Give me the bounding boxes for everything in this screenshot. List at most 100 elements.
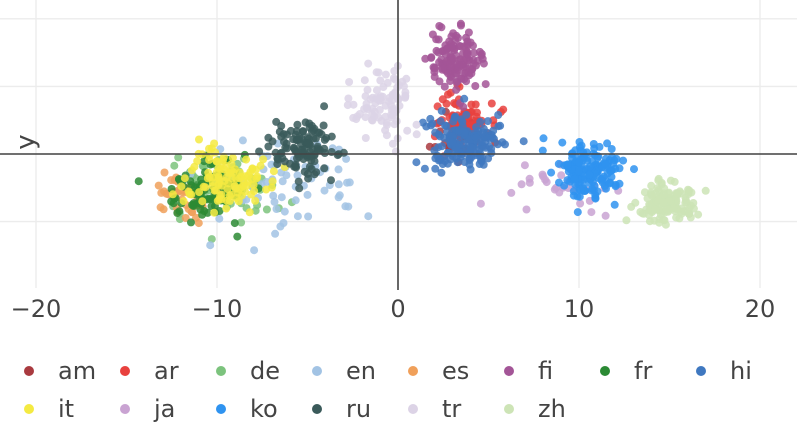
point-en [280, 207, 289, 216]
legend-item-en[interactable]: en [306, 357, 402, 385]
x-tick-label: 20 [745, 295, 776, 323]
point-hi [440, 157, 449, 166]
point-fi [421, 54, 430, 63]
point-ar [499, 105, 508, 114]
point-en [344, 202, 353, 211]
point-en [271, 229, 280, 238]
point-ko [570, 174, 579, 183]
legend-label: ru [346, 395, 372, 423]
legend-marker [216, 366, 226, 376]
point-tr [372, 68, 381, 77]
point-ja [550, 185, 559, 194]
point-zh [684, 185, 692, 194]
point-hi [483, 117, 492, 126]
point-fr [207, 202, 216, 211]
legend-item-tr[interactable]: tr [402, 395, 498, 423]
point-fi [456, 19, 465, 28]
point-fi [463, 50, 472, 59]
legend-label: ja [154, 395, 176, 423]
point-ko [606, 167, 615, 176]
point-ru [300, 167, 309, 176]
legend-label: hi [730, 357, 752, 385]
point-hi [472, 133, 481, 142]
point-de [237, 218, 246, 227]
point-it [237, 183, 246, 191]
point-hi [441, 121, 450, 130]
legend-item-de[interactable]: de [210, 357, 306, 385]
point-tr [349, 113, 358, 122]
point-it [211, 148, 220, 157]
legend-marker [408, 366, 418, 376]
point-ja [525, 178, 534, 187]
legend-item-fr[interactable]: fr [594, 357, 690, 385]
point-en [303, 190, 312, 199]
legend-item-fi[interactable]: fi [498, 357, 594, 385]
legend-marker [504, 366, 514, 376]
point-fr [187, 218, 195, 227]
point-ko [587, 186, 596, 195]
legend-row: it ja ko ru tr zh [18, 390, 788, 428]
point-tr [345, 78, 354, 86]
point-hi [489, 126, 498, 135]
point-en [293, 212, 302, 221]
legend-item-it[interactable]: it [18, 395, 114, 423]
point-ko [569, 191, 578, 200]
point-ru [293, 120, 302, 129]
point-tr [363, 85, 372, 94]
point-tr [385, 93, 394, 102]
point-ru [304, 134, 313, 143]
point-zh [670, 177, 679, 186]
point-en [238, 136, 247, 145]
point-tr [403, 126, 412, 135]
point-hi [496, 121, 505, 130]
point-hi [458, 117, 467, 126]
point-ko [630, 165, 638, 174]
point-hi [431, 164, 440, 173]
point-ru [296, 139, 305, 148]
point-en [282, 171, 291, 180]
point-fi [452, 69, 461, 77]
point-it [268, 177, 277, 186]
legend-item-hi[interactable]: hi [690, 357, 786, 385]
legend-item-es[interactable]: es [402, 357, 498, 385]
legend-item-zh[interactable]: zh [498, 395, 594, 423]
legend-item-am[interactable]: am [18, 357, 114, 385]
point-hi [456, 152, 465, 161]
point-fi [446, 62, 455, 71]
point-ru [298, 127, 307, 136]
point-en [267, 160, 276, 169]
point-ru [286, 126, 295, 135]
x-tick-labels: −20 −10 0 10 20 [11, 295, 776, 323]
point-ru [320, 164, 329, 173]
legend-item-ru[interactable]: ru [306, 395, 402, 423]
point-it [234, 188, 242, 197]
point-en [291, 196, 300, 205]
point-it [177, 182, 186, 191]
legend-item-ja[interactable]: ja [114, 395, 210, 423]
point-fi [455, 55, 464, 64]
point-fi [428, 30, 437, 39]
point-fi [446, 77, 455, 86]
point-ja [576, 199, 585, 208]
point-fi [456, 74, 465, 83]
legend: am ar de en es fi fr hi it ja ko ru tr zh [18, 352, 788, 428]
legend-item-ar[interactable]: ar [114, 357, 210, 385]
point-ja [476, 199, 485, 208]
point-it [187, 166, 196, 175]
point-hi [412, 158, 421, 167]
legend-marker [504, 404, 514, 414]
point-fr [189, 199, 198, 208]
point-it [251, 196, 260, 205]
point-it [205, 155, 214, 164]
point-tr [376, 76, 385, 85]
point-fr [198, 210, 207, 219]
legend-item-ko[interactable]: ko [210, 395, 306, 423]
point-fi [440, 82, 449, 91]
point-fr [233, 232, 242, 241]
point-hi [426, 114, 435, 123]
point-ja [517, 180, 526, 189]
point-zh [662, 205, 671, 214]
point-hi [462, 110, 471, 119]
point-es [192, 213, 200, 222]
legend-marker [696, 366, 706, 376]
